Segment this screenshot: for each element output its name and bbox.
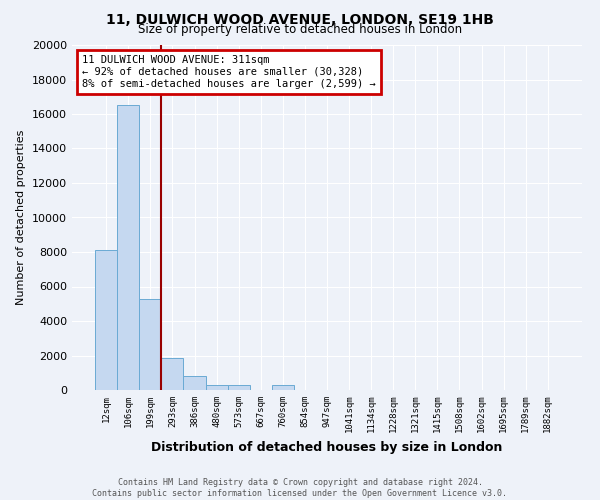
X-axis label: Distribution of detached houses by size in London: Distribution of detached houses by size …: [151, 441, 503, 454]
Bar: [117, 106, 139, 390]
Text: Size of property relative to detached houses in London: Size of property relative to detached ho…: [138, 22, 462, 36]
Text: 11, DULWICH WOOD AVENUE, LONDON, SE19 1HB: 11, DULWICH WOOD AVENUE, LONDON, SE19 1H…: [106, 12, 494, 26]
Bar: [272, 386, 294, 390]
Bar: [227, 386, 250, 390]
Bar: [184, 376, 206, 390]
Bar: [206, 385, 227, 390]
Bar: [95, 250, 117, 390]
Bar: [139, 298, 161, 390]
Y-axis label: Number of detached properties: Number of detached properties: [16, 130, 26, 305]
Bar: [161, 358, 184, 390]
Text: Contains HM Land Registry data © Crown copyright and database right 2024.
Contai: Contains HM Land Registry data © Crown c…: [92, 478, 508, 498]
Text: 11 DULWICH WOOD AVENUE: 311sqm
← 92% of detached houses are smaller (30,328)
8% : 11 DULWICH WOOD AVENUE: 311sqm ← 92% of …: [82, 56, 376, 88]
